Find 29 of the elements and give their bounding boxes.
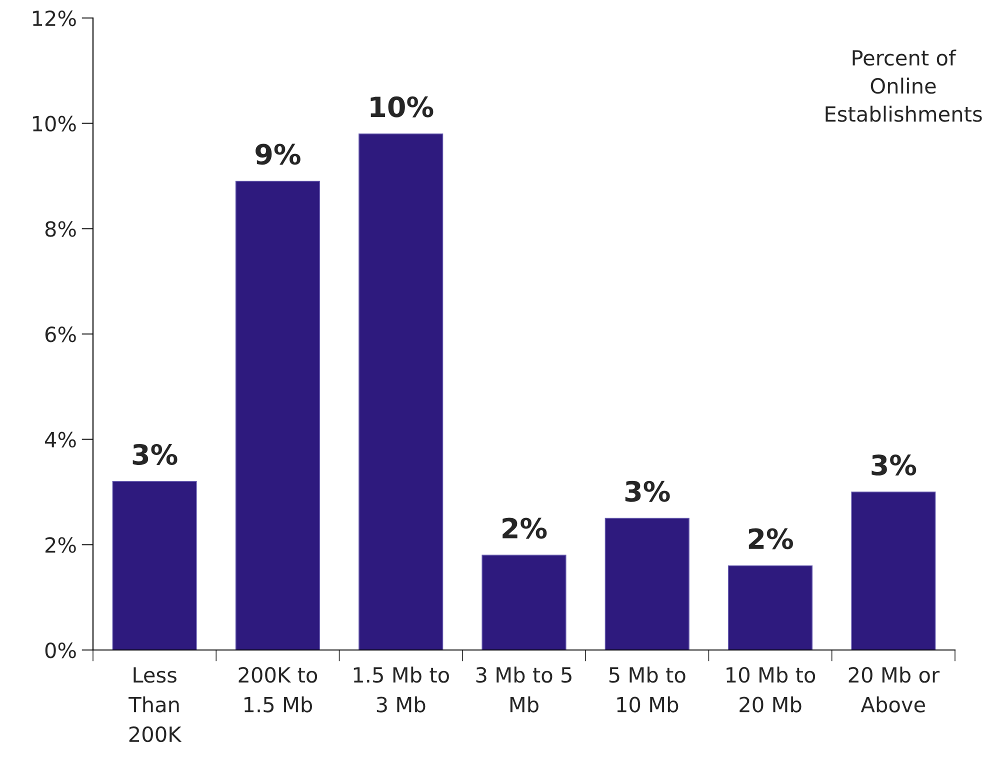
- y-tick-label: 12%: [33, 10, 76, 26]
- data-label: 3%: [872, 454, 916, 476]
- data-label: 2%: [748, 528, 793, 550]
- x-tick-label: 20 Mb or Above: [848, 666, 940, 712]
- data-label: 9%: [256, 144, 300, 165]
- y-tick-label: 4%: [44, 432, 76, 448]
- x-tick-label: 1.5 Mb to 3 Mb: [354, 666, 449, 712]
- bar: [235, 180, 320, 650]
- bar: [482, 554, 566, 650]
- x-tick-label: 3 Mb to 5 Mb: [476, 666, 572, 712]
- data-label: 3%: [132, 444, 178, 465]
- y-tick-label: 2%: [46, 537, 76, 553]
- bar: [851, 492, 936, 650]
- data-label: 10%: [370, 96, 434, 118]
- data-label: 3%: [625, 480, 670, 502]
- bar: [728, 565, 813, 650]
- x-tick-label: 10 Mb to 20 Mb: [726, 666, 816, 712]
- x-tick-label: 200K to 1.5 Mb: [238, 667, 318, 712]
- x-tick-label: Less Than 200K: [128, 667, 182, 742]
- y-tick-label: 10%: [33, 116, 76, 132]
- bar: [112, 481, 197, 650]
- annotation: Percent of Online Establishments: [826, 50, 982, 122]
- bar: [358, 133, 444, 650]
- data-label: 2%: [502, 518, 547, 539]
- bar: [604, 518, 690, 650]
- y-tick-label: 0%: [45, 642, 76, 658]
- y-tick-label: 8%: [45, 221, 76, 237]
- y-tick-label: 6%: [45, 326, 76, 342]
- x-tick-label: 5 Mb to 10 Mb: [609, 666, 686, 712]
